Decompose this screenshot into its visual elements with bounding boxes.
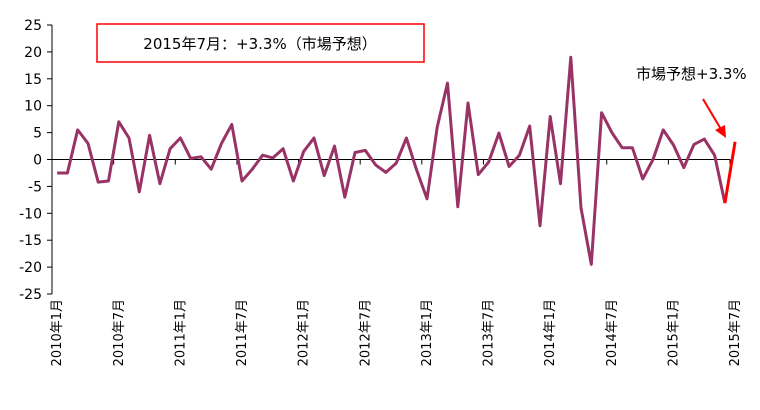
y-ticks: 25 20 15 10 5 0 -5 -10 -15 -20 -25	[19, 18, 52, 303]
x-tick-label: 2014年1月	[543, 299, 558, 366]
y-tick-label: -20	[19, 260, 42, 276]
forecast-label: 市場予想+3.3%	[636, 65, 747, 83]
y-axis: 25 20 15 10 5 0 -5 -10 -15 -20 -25	[19, 18, 53, 303]
series-line	[57, 55, 727, 266]
x-axis: 2010年1月 2010年7月 2011年1月 2011年7月 2012年1月 2012年…	[50, 159, 743, 366]
annotation-box-label: 2015年7月：+3.3%（市場予想）	[143, 35, 376, 53]
x-ticks: 2010年1月 2010年7月 2011年1月 2011年7月 2012年1月 2012年…	[50, 159, 743, 366]
forecast-line	[723, 141, 737, 204]
y-tick-label: 15	[24, 72, 42, 88]
y-tick-label: -5	[28, 179, 42, 195]
x-tick-label: 2012年1月	[297, 299, 312, 366]
x-tick-label: 2010年1月	[50, 299, 65, 366]
x-tick-label: 2010年7月	[112, 299, 127, 366]
x-tick-label: 2013年1月	[420, 299, 435, 366]
forecast-arrow-head	[715, 125, 726, 138]
x-tick-label: 2015年7月	[728, 299, 743, 366]
x-tick-label: 2013年7月	[482, 299, 497, 366]
x-tick-label: 2011年7月	[235, 299, 250, 366]
y-tick-label: 0	[33, 153, 42, 169]
x-tick-label: 2012年7月	[358, 299, 373, 366]
x-tick-label: 2014年7月	[605, 299, 620, 366]
x-tick-label: 2015年1月	[667, 299, 682, 366]
y-tick-label: -25	[19, 287, 42, 303]
forecast-annotation: 市場予想+3.3%	[636, 65, 747, 138]
y-tick-label: -15	[19, 233, 42, 249]
y-tick-label: 5	[33, 126, 42, 142]
y-tick-label: 25	[24, 18, 42, 34]
y-tick-label: -10	[19, 206, 42, 222]
x-tick-label: 2011年1月	[173, 299, 188, 366]
series-layer	[57, 55, 737, 266]
annotation-box: 2015年7月：+3.3%（市場予想）	[96, 23, 425, 63]
forecast-arrow-shaft	[702, 98, 723, 132]
y-tick-label: 20	[24, 45, 42, 61]
annotation-box-frame	[96, 23, 425, 63]
y-tick-label: 10	[24, 99, 42, 115]
